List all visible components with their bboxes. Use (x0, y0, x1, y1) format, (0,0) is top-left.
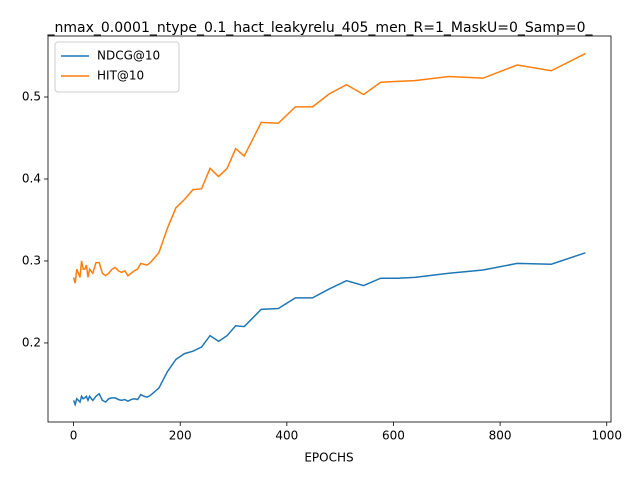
x-tick-label: 800 (489, 429, 512, 443)
data-line (72, 52, 586, 284)
x-tick-label: 0 (70, 429, 78, 443)
plot-frame (47, 35, 612, 423)
chart-title: _nmax_0.0001_ntype_0.1_hact_leakyrelu_40… (47, 20, 594, 36)
x-tick-label: 200 (169, 429, 192, 443)
data-line (72, 252, 586, 407)
x-tick-label: 400 (275, 429, 298, 443)
x-tick-label: 1000 (591, 429, 622, 443)
x-axis-label: EPOCHS (304, 451, 353, 465)
legend-label: HIT@10 (97, 69, 144, 83)
legend: NDCG@10 HIT@10 (54, 41, 180, 93)
legend-box (54, 41, 180, 93)
y-tick-label: 0.5 (22, 89, 41, 103)
y-tick-label: 0.4 (22, 171, 41, 185)
x-tick-label: 600 (382, 429, 405, 443)
y-tick-label: 0.3 (22, 253, 41, 267)
y-tick-label: 0.2 (22, 335, 41, 349)
legend-label: NDCG@10 (97, 49, 160, 63)
